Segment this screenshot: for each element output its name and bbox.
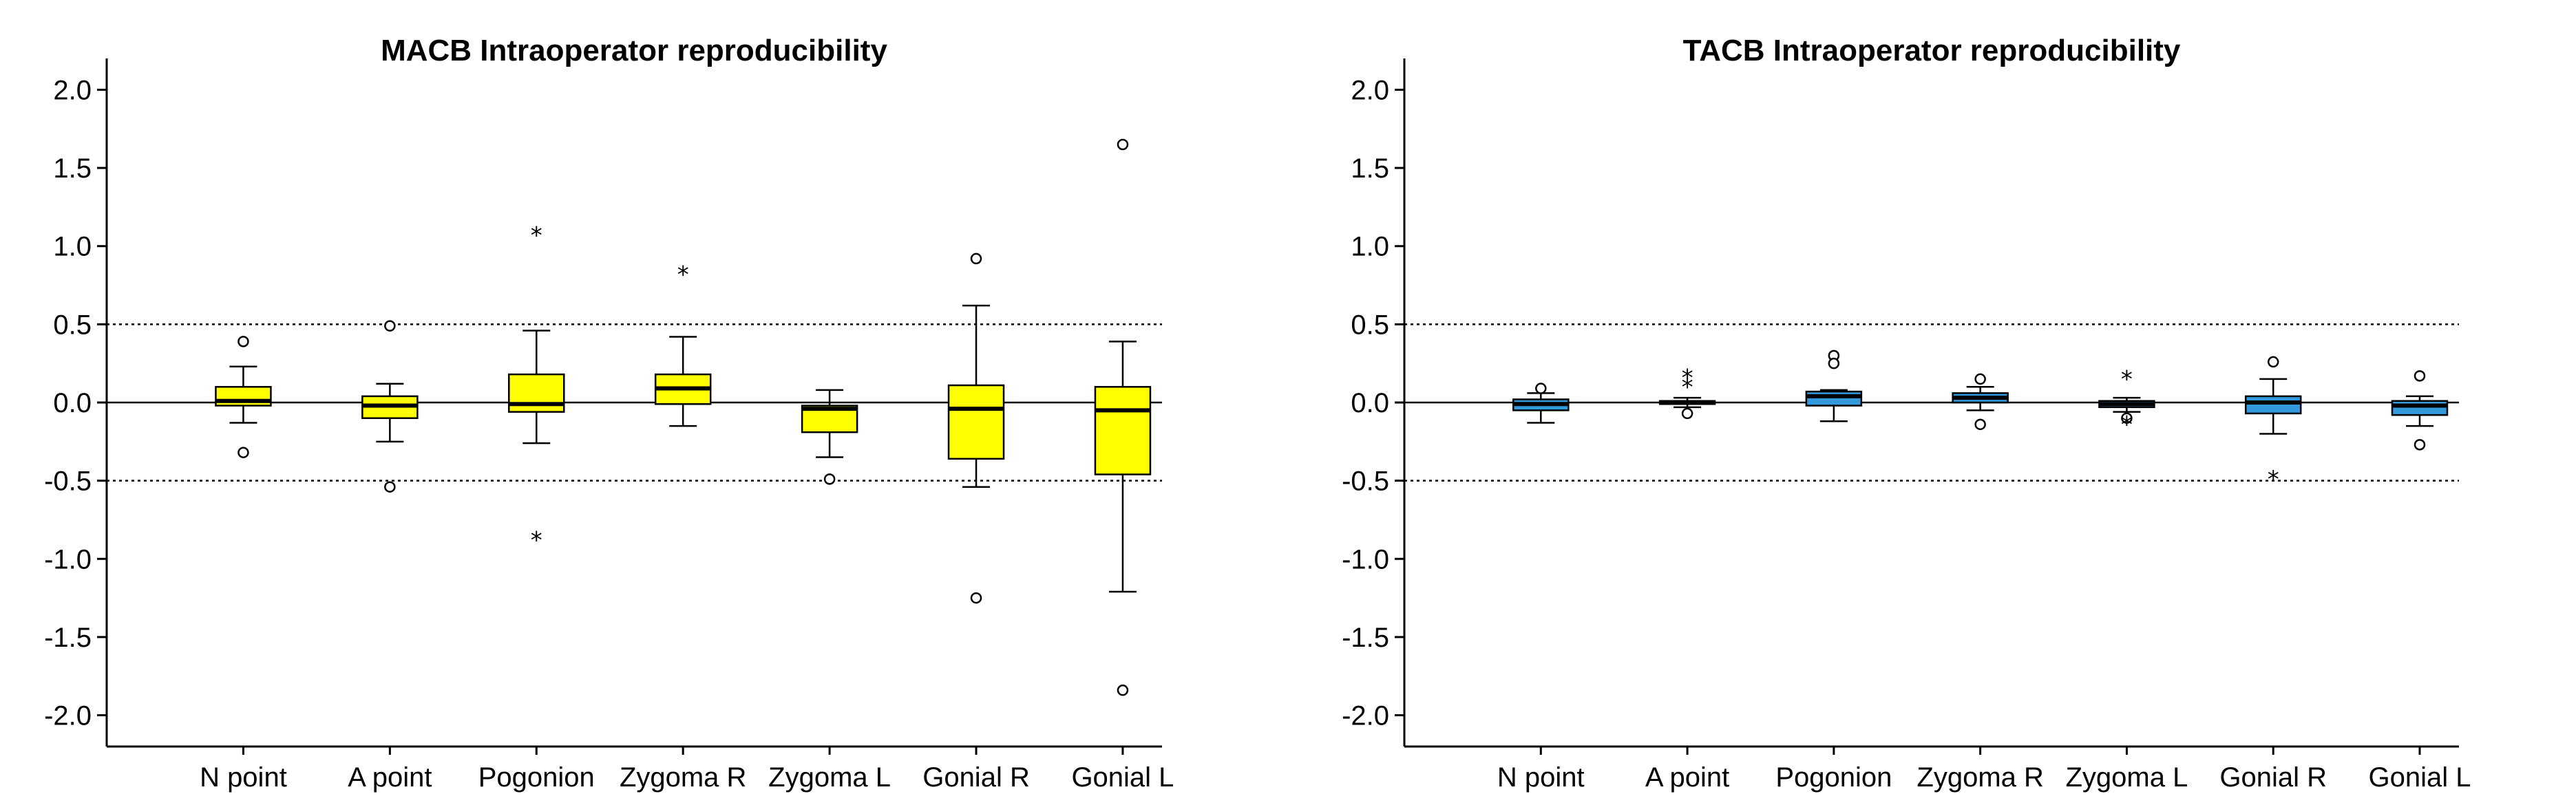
y-tick-label: 0.0 <box>53 388 92 418</box>
outlier-point <box>970 253 982 265</box>
macb-box-pogonion: ** <box>508 222 565 555</box>
y-tick-label: 2.0 <box>1351 75 1389 105</box>
box-iqr <box>947 384 1005 460</box>
y-tick-label: 0.0 <box>1351 388 1389 418</box>
extreme-outlier-point: * <box>531 222 542 250</box>
x-category-label: Zygoma R <box>620 762 747 793</box>
extreme-outlier-point: * <box>531 527 542 555</box>
tacb-chart-title: TACB Intraoperator reproducibility <box>1683 34 2181 67</box>
macb-box-gonial-r <box>947 253 1005 604</box>
x-category-label: Zygoma L <box>768 762 891 793</box>
outlier-point <box>237 447 249 458</box>
macb-plot-area: 2.0 1.5 1.0 0.5 0.0 -0.5 -1.0 -1.5 -2.0 N point A … <box>44 58 1174 793</box>
tacb-box-pogonion <box>1805 350 1863 422</box>
y-tick-label: 2.0 <box>53 75 92 105</box>
macb-box-n-point <box>215 336 272 458</box>
y-tick-label: -1.5 <box>1342 623 1389 653</box>
y-tick-label: 1.5 <box>1351 153 1389 184</box>
outlier-point <box>1681 407 1693 420</box>
outlier-point <box>1535 383 1547 394</box>
x-category-label: Zygoma R <box>1917 762 2044 793</box>
y-tick-label: -1.5 <box>44 623 92 653</box>
y-tick-label: 1.0 <box>53 232 92 262</box>
y-tick-label: -1.0 <box>1342 544 1389 575</box>
y-tick-label: 1.0 <box>1351 232 1389 262</box>
outlier-point <box>384 481 396 493</box>
tacb-box-zygoma-r <box>1952 373 2009 431</box>
outlier-point <box>2121 412 2133 424</box>
x-category-label: A point <box>348 762 432 793</box>
tacb-box-zygoma-l: ** <box>2098 366 2155 439</box>
y-tick-label: -1.0 <box>44 544 92 575</box>
outlier-point <box>970 592 982 604</box>
y-tick-label: 1.5 <box>53 153 92 184</box>
box-iqr <box>2391 400 2449 416</box>
y-tick-label: 0.5 <box>1351 310 1389 340</box>
outlier-point <box>2414 439 2426 451</box>
tacb-box-a-point: ** <box>1658 364 1716 420</box>
y-tick-label: 0.5 <box>53 310 92 340</box>
tacb-box-n-point <box>1512 383 1570 424</box>
outlier-point <box>1974 418 1986 431</box>
outlier-point <box>2414 370 2426 382</box>
tacb-box-gonial-r: * <box>2244 356 2302 493</box>
outlier-point <box>1974 373 1986 385</box>
x-category-label: Zygoma L <box>2065 762 2188 793</box>
outlier-point <box>2267 356 2279 368</box>
box-iqr <box>1094 386 1152 475</box>
x-category-label: Pogonion <box>478 762 595 793</box>
outlier-point <box>1828 357 1840 369</box>
box-iqr <box>508 373 565 413</box>
outlier-point <box>1117 684 1129 696</box>
box-iqr <box>2244 395 2302 415</box>
box-iqr <box>1805 390 1863 407</box>
extreme-outlier-point: * <box>1682 364 1693 391</box>
x-category-label: Pogonion <box>1775 762 1892 793</box>
extreme-outlier-point: * <box>677 261 689 288</box>
outlier-point <box>823 473 836 485</box>
x-category-label: A point <box>1645 762 1729 793</box>
outlier-point <box>237 336 249 347</box>
y-tick-label: -0.5 <box>44 466 92 497</box>
x-category-label: Gonial L <box>2368 762 2471 793</box>
y-tick-label: -0.5 <box>1342 466 1389 497</box>
x-category-label: N point <box>200 762 287 793</box>
extreme-outlier-point: * <box>2121 366 2133 394</box>
extreme-outlier-point: * <box>2268 466 2279 493</box>
y-tick-label: -2.0 <box>1342 701 1389 731</box>
tacb-boxplot-panel: TACB Intraoperator reproducibility 2.0 1.… <box>1342 34 2471 793</box>
tacb-plot-area: 2.01.51.00.50.0-0.5-1.0-1.5-2.0N point**… <box>1342 58 2471 793</box>
macb-chart-title: MACB Intraoperator reproducibility <box>381 34 887 67</box>
macb-boxplot-panel: MACB Intraoperator reproducibility 2.0 1.… <box>44 34 1174 793</box>
x-category-label: Gonial R <box>2219 762 2327 793</box>
y-tick-label: -2.0 <box>44 701 92 731</box>
tacb-box-gonial-l <box>2391 370 2449 451</box>
outlier-point <box>1117 138 1129 151</box>
x-category-label: N point <box>1497 762 1585 793</box>
extreme-outlier-point: * <box>2121 411 2133 439</box>
outlier-point <box>384 320 396 332</box>
macb-box-zygoma-r: * <box>654 261 712 427</box>
macb-box-zygoma-l <box>801 389 858 485</box>
macb-box-gonial-l <box>1094 138 1152 696</box>
extreme-outlier-point: * <box>1682 374 1693 401</box>
x-category-label: Gonial L <box>1071 762 1174 793</box>
x-category-label: Gonial R <box>922 762 1030 793</box>
macb-box-a-point <box>361 320 419 493</box>
